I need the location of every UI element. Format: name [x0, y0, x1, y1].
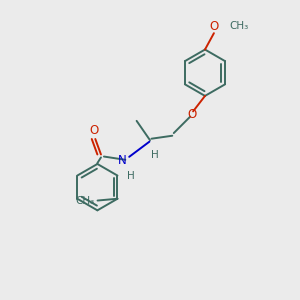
Text: O: O	[209, 20, 218, 33]
Text: H: H	[151, 150, 158, 160]
Text: N: N	[118, 154, 126, 167]
Text: CH₃: CH₃	[75, 196, 94, 206]
Text: O: O	[89, 124, 98, 136]
Text: CH₃: CH₃	[230, 21, 249, 32]
Text: O: O	[187, 108, 196, 121]
Text: H: H	[127, 171, 135, 181]
